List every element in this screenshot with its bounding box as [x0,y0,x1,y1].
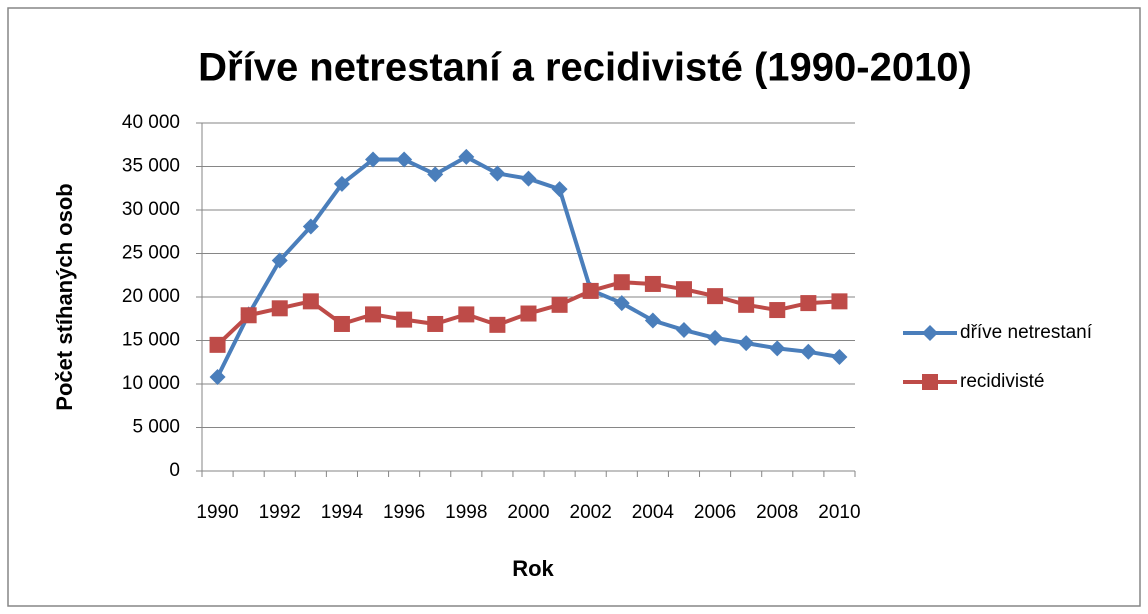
y-tick-label: 20 000 [122,286,180,307]
marker [333,175,350,192]
marker [551,296,568,313]
marker [707,329,724,346]
marker [769,302,786,319]
marker [613,295,630,312]
y-tick-label: 30 000 [122,199,180,220]
y-tick-label: 10 000 [122,373,180,394]
marker [613,274,630,291]
marker [396,311,413,328]
marker [800,343,817,360]
x-tick-label: 2006 [694,502,736,523]
marker [427,166,444,183]
y-tick-label: 35 000 [122,156,180,177]
legend-label: dříve netrestaní [960,322,1093,343]
marker [520,170,537,187]
marker [831,293,848,310]
marker [675,322,692,339]
x-tick-label: 2004 [632,502,675,523]
marker [831,349,848,366]
marker [302,218,319,235]
chart-title: Dříve netrestaní a recidivisté (1990-201… [198,46,972,90]
y-axis-label: Počet stíhaných osob [52,183,77,410]
x-tick-label: 1996 [383,502,425,523]
x-axis-label: Rok [512,556,554,581]
x-tick-label: 2002 [570,502,612,523]
marker [458,148,475,165]
marker [551,181,568,198]
marker [302,293,319,310]
marker [922,325,938,341]
y-tick-label: 25 000 [122,243,180,264]
y-tick-label: 40 000 [122,112,180,133]
marker [738,335,755,352]
marker [769,340,786,357]
marker [396,151,413,168]
marker [458,306,475,323]
x-tick-label: 2008 [756,502,798,523]
marker [489,316,506,333]
marker [738,296,755,313]
marker [333,315,350,332]
x-tick-label: 1992 [259,502,301,523]
chart-border [7,7,1141,607]
marker [800,295,817,312]
marker [240,307,257,324]
marker [271,252,288,269]
marker [209,336,226,353]
marker [582,282,599,299]
x-tick-label: 2000 [507,502,549,523]
marker [675,281,692,298]
marker [644,275,661,292]
x-tick-label: 2010 [818,502,860,523]
marker [427,315,444,332]
marker [644,312,661,329]
marker [922,374,938,390]
marker [520,305,537,322]
x-tick-label: 1990 [196,502,238,523]
legend-label: recidivisté [960,371,1044,392]
x-tick-label: 1994 [321,502,364,523]
y-tick-label: 15 000 [122,330,180,351]
y-tick-label: 5 000 [132,417,180,438]
marker [365,306,382,323]
marker [707,288,724,305]
marker [271,300,288,317]
x-tick-label: 1998 [445,502,487,523]
marker [209,369,226,386]
marker [489,165,506,182]
marker [365,151,382,168]
y-tick-label: 0 [169,460,180,481]
